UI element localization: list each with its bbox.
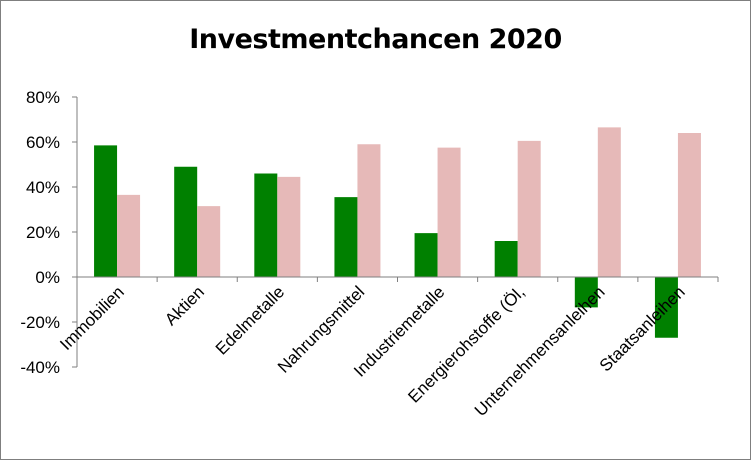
bar-series-2-1 [197, 206, 221, 277]
bar-series-1-4 [414, 233, 438, 277]
category-label-0: Immobilien [56, 282, 128, 354]
y-tick-label-0: -40% [20, 358, 60, 377]
category-label-2: Edelmetalle [212, 282, 288, 358]
bar-series-2-5 [517, 140, 541, 277]
bar-series-1-2 [254, 173, 278, 277]
y-tick-label-4: 40% [26, 178, 60, 197]
bar-series-1-1 [174, 166, 198, 277]
y-tick-label-6: 80% [26, 88, 60, 107]
bar-series-2-6 [597, 127, 621, 277]
bar-series-2-2 [277, 176, 301, 277]
y-tick-labels: -40% -20% 0% 20% 40% 60% 80% [20, 88, 60, 377]
bar-series-1-5 [494, 241, 518, 277]
chart-title: Investmentchancen 2020 [189, 24, 562, 55]
category-label-1: Aktien [161, 282, 208, 329]
bars [94, 127, 701, 338]
bar-series-1-7 [654, 277, 678, 338]
y-tick-label-3: 20% [26, 223, 60, 242]
bar-series-2-7 [677, 133, 701, 277]
bar-series-1-0 [94, 145, 118, 277]
y-tick-label-5: 60% [26, 133, 60, 152]
category-labels: Immobilien Aktien EdelmetalleNahrungsmitte… [56, 282, 688, 420]
axes [72, 96, 719, 368]
bar-series-1-3 [334, 197, 358, 277]
y-tick-label-1: -20% [20, 313, 60, 332]
bar-series-2-3 [357, 144, 381, 277]
bar-series-2-0 [117, 194, 141, 277]
bar-series-1-6 [574, 277, 598, 308]
y-tick-label-2: 0% [35, 268, 60, 287]
category-label-6: Unternehmensanleihen [471, 282, 609, 420]
bar-series-2-4 [437, 147, 461, 277]
